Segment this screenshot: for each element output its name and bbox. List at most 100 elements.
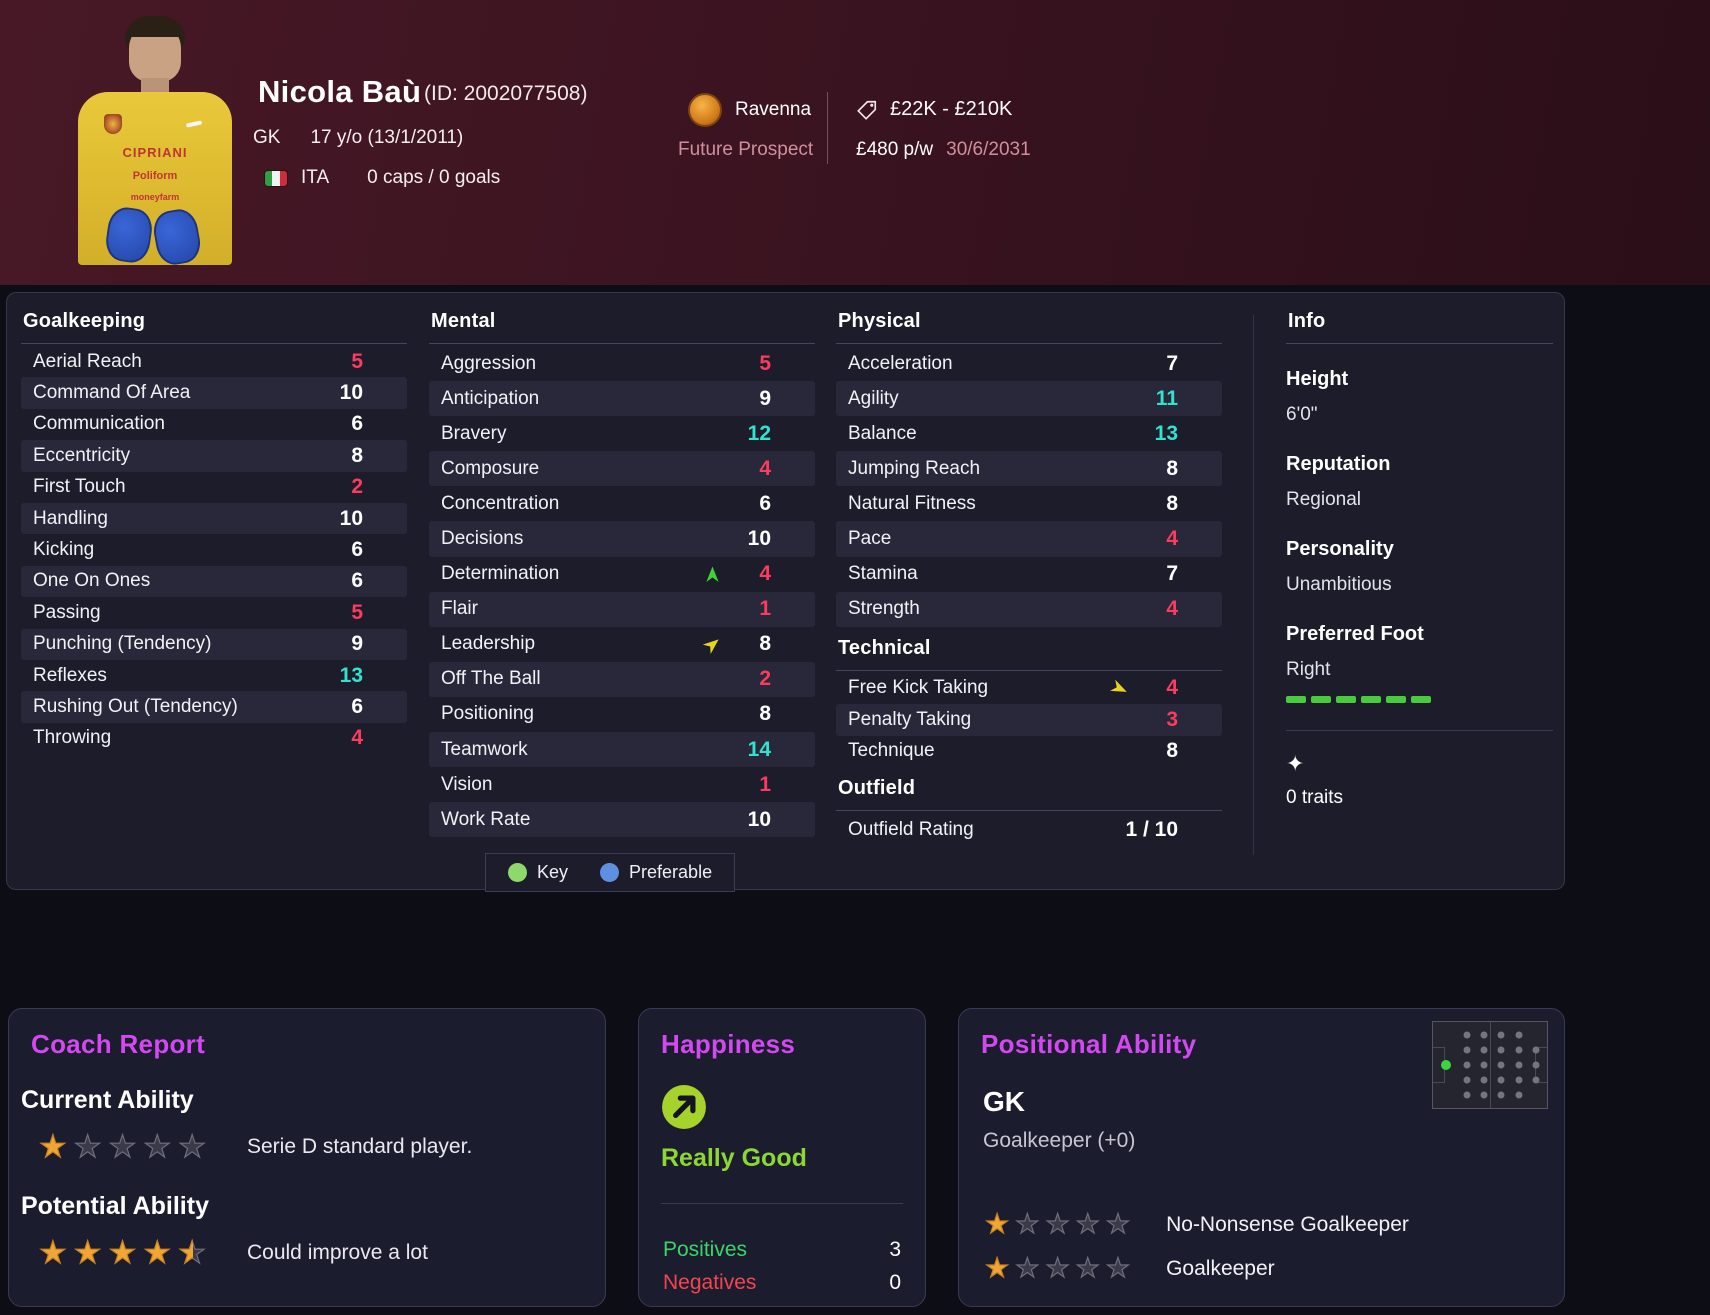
- attribute-label: Throwing: [33, 727, 112, 749]
- star-icon: ★: [1045, 1253, 1070, 1283]
- attribute-row[interactable]: One On Ones 6: [21, 565, 407, 598]
- attribute-value: 4: [759, 562, 771, 586]
- attribute-label: Acceleration: [848, 352, 953, 374]
- attribute-row[interactable]: Jumping Reach 8: [836, 451, 1222, 487]
- attribute-label: Natural Fitness: [848, 492, 976, 514]
- outfield-rating-row[interactable]: Outfield Rating 1 / 10: [836, 813, 1222, 848]
- star-icon: ★: [38, 1129, 67, 1164]
- attribute-row[interactable]: Kicking 6: [21, 534, 407, 565]
- attribute-value: 10: [747, 807, 771, 831]
- section-info: Info: [1286, 307, 1553, 344]
- attribute-row[interactable]: Technique 8: [836, 736, 1222, 767]
- arrow-ne-icon: [703, 636, 721, 654]
- attribute-value: 5: [351, 600, 363, 624]
- attribute-value: 7: [1166, 562, 1178, 586]
- role-name: Goalkeeper: [1166, 1256, 1275, 1280]
- attribute-row[interactable]: Decisions 10: [429, 521, 815, 557]
- positives-row[interactable]: Positives 3: [663, 1238, 901, 1262]
- attribute-value: 6: [351, 569, 363, 593]
- club-name[interactable]: Ravenna: [735, 99, 812, 120]
- position-dot: [1532, 1076, 1540, 1084]
- role-row[interactable]: ★ ★ ★ ★ ★ Goalkeeper: [984, 1253, 1564, 1283]
- position-dot: [1463, 1046, 1471, 1054]
- star-icon: ★: [143, 1129, 172, 1164]
- attribute-row[interactable]: Off The Ball 2: [429, 661, 815, 697]
- attribute-row[interactable]: Free Kick Taking 4: [836, 673, 1222, 704]
- attribute-row[interactable]: Bravery 12: [429, 416, 815, 451]
- attribute-value: 6: [759, 491, 771, 515]
- role-name: No-Nonsense Goalkeeper: [1166, 1212, 1409, 1236]
- potential-ability-stars: ★ ★ ★ ★ ★ ★: [38, 1235, 213, 1270]
- positional-ability-title: Positional Ability: [981, 1029, 1197, 1059]
- position-dot: [1497, 1076, 1505, 1084]
- legend-preferable: Preferable: [600, 862, 712, 883]
- player-header: CIPRIANI Poliform moneyfarm Nicola Baù (…: [0, 0, 1710, 285]
- attribute-row[interactable]: Throwing 4: [21, 723, 407, 754]
- coach-report-title: Coach Report: [31, 1029, 206, 1059]
- position-dot: [1515, 1091, 1522, 1099]
- divider: [1253, 315, 1254, 855]
- attribute-value: 8: [759, 702, 771, 726]
- player-nation: ITA: [301, 167, 330, 188]
- attribute-row[interactable]: Passing 5: [21, 597, 407, 628]
- attribute-row[interactable]: Vision 1: [429, 767, 815, 802]
- attribute-row[interactable]: Agility 11: [836, 381, 1222, 417]
- attribute-row[interactable]: Determination 4: [429, 557, 815, 592]
- attribute-label: Leadership: [441, 633, 536, 655]
- attribute-label: Composure: [441, 457, 540, 479]
- attribute-row[interactable]: Acceleration 7: [836, 346, 1222, 381]
- attribute-value: 13: [1154, 421, 1178, 445]
- attribute-value: 8: [1166, 491, 1178, 515]
- attribute-label: First Touch: [33, 476, 126, 498]
- attribute-row[interactable]: Balance 13: [836, 416, 1222, 451]
- attribute-row[interactable]: Pace 4: [836, 521, 1222, 557]
- outfield-rating-value: 1 / 10: [1125, 818, 1178, 842]
- attribute-label: Handling: [33, 507, 108, 529]
- attribute-row[interactable]: Concentration 6: [429, 486, 815, 521]
- position-dot: [1532, 1061, 1540, 1069]
- attribute-value: 10: [339, 381, 363, 405]
- role-row[interactable]: ★ ★ ★ ★ ★ No-Nonsense Goalkeeper: [984, 1210, 1564, 1238]
- star-icon: ★: [1105, 1253, 1131, 1283]
- attribute-value: 2: [759, 667, 771, 691]
- position-pitch: [1432, 1021, 1548, 1109]
- attribute-row[interactable]: Punching (Tendency) 9: [21, 628, 407, 660]
- attribute-row[interactable]: Command Of Area 10: [21, 377, 407, 409]
- star-icon: ★ ★: [178, 1235, 207, 1270]
- positional-ability-panel: Positional Ability GK Goalkeeper (+0) ★ ★…: [958, 1008, 1565, 1307]
- attribute-label: Stamina: [848, 563, 918, 585]
- attribute-label: Aggression: [441, 352, 537, 374]
- negatives-row[interactable]: Negatives 0: [663, 1271, 901, 1295]
- traits-sparkle-icon: ✦: [1286, 751, 1305, 776]
- attribute-row[interactable]: Communication 6: [21, 409, 407, 440]
- attribute-row[interactable]: Composure 4: [429, 451, 815, 487]
- contract-expiry: 30/6/2031: [946, 139, 1031, 160]
- potential-ability-text: Could improve a lot: [246, 1240, 428, 1264]
- attribute-row[interactable]: Work Rate 10: [429, 802, 815, 838]
- attribute-row[interactable]: Reflexes 13: [21, 660, 407, 691]
- attribute-row[interactable]: Natural Fitness 8: [836, 486, 1222, 521]
- attribute-row[interactable]: Rushing Out (Tendency) 6: [21, 691, 407, 723]
- attribute-row[interactable]: Positioning 8: [429, 697, 815, 732]
- player-name: Nicola Baù: [258, 74, 422, 109]
- star-icon: ★: [1015, 1253, 1040, 1283]
- attribute-row[interactable]: Eccentricity 8: [21, 440, 407, 472]
- role-stars: ★ ★ ★ ★ ★: [984, 1210, 1136, 1238]
- attribute-label: Rushing Out (Tendency): [33, 695, 238, 717]
- attribute-row[interactable]: Aggression 5: [429, 346, 815, 381]
- attribute-row[interactable]: Strength 4: [836, 591, 1222, 627]
- attribute-row[interactable]: Stamina 7: [836, 557, 1222, 592]
- attribute-row[interactable]: Flair 1: [429, 591, 815, 627]
- attribute-row[interactable]: Penalty Taking 3: [836, 704, 1222, 736]
- mental-column: Mental Aggression 5 Anticipation 9 Bravery 12…: [429, 307, 815, 838]
- attribute-row[interactable]: Leadership 8: [429, 627, 815, 662]
- attribute-row[interactable]: First Touch 2: [21, 472, 407, 503]
- position-dot: [1497, 1091, 1505, 1099]
- attribute-row[interactable]: Teamwork 14: [429, 732, 815, 768]
- attribute-label: Anticipation: [441, 387, 540, 409]
- info-column: Info Height 6'0" Reputation Regional Per…: [1286, 307, 1553, 809]
- attribute-row[interactable]: Aerial Reach 5: [21, 346, 407, 377]
- player-id: (ID: 2002077508): [424, 82, 588, 105]
- attribute-row[interactable]: Handling 10: [21, 502, 407, 535]
- attribute-row[interactable]: Anticipation 9: [429, 381, 815, 417]
